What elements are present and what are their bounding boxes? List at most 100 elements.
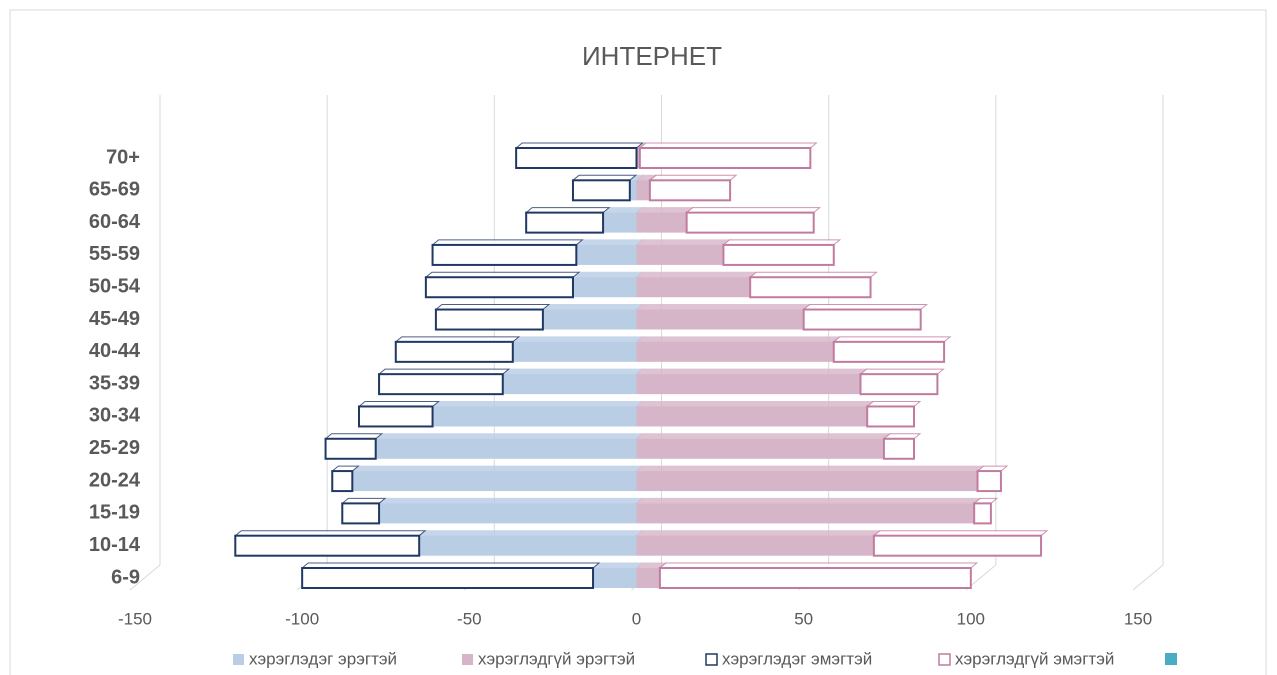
bar	[636, 244, 724, 265]
x-tick-label: 100	[957, 609, 985, 628]
x-tick-label: -150	[118, 609, 152, 628]
y-tick-label: 70+	[106, 146, 140, 168]
bar	[379, 503, 637, 524]
legend-label: хэрэглэдгүй эрэгтэй	[478, 649, 635, 668]
bar	[749, 276, 872, 299]
bar	[525, 211, 605, 234]
bar	[375, 438, 637, 459]
bar	[593, 568, 637, 588]
bar	[648, 179, 732, 202]
bar	[976, 470, 1002, 493]
bar	[685, 211, 815, 234]
bar	[419, 535, 637, 556]
bar	[802, 308, 922, 331]
bar	[502, 374, 637, 395]
x-tick-label: 150	[1124, 609, 1152, 628]
y-tick-label: 35-39	[89, 372, 140, 394]
bar-top	[635, 336, 842, 343]
bar	[432, 406, 637, 427]
bar-top	[635, 400, 875, 407]
x-tick-label: -50	[457, 609, 482, 628]
y-tick-label: 20-24	[89, 469, 141, 491]
bar	[571, 179, 631, 202]
bar	[638, 147, 812, 169]
x-tick-label: -100	[285, 609, 319, 628]
chart-title: ИНТЕРНЕТ	[582, 41, 722, 71]
bar	[424, 276, 574, 299]
bar	[576, 244, 637, 265]
bar-top	[635, 368, 868, 375]
bar-top	[574, 239, 644, 246]
bar	[301, 567, 595, 589]
bar-top	[635, 497, 982, 504]
bar	[542, 309, 637, 330]
bar-top	[635, 530, 882, 537]
bar	[636, 180, 650, 201]
bar-top	[511, 336, 644, 343]
bar	[872, 534, 1043, 557]
bar	[636, 471, 978, 492]
grid-line-depth	[129, 564, 161, 591]
bar	[636, 438, 884, 459]
bar	[636, 568, 660, 588]
legend-swatch	[462, 654, 473, 665]
y-tick-label: 6-9	[111, 566, 140, 588]
y-tick-label: 55-59	[89, 243, 140, 265]
bar	[358, 405, 434, 428]
bar-top	[501, 368, 644, 375]
y-tick-label: 60-64	[89, 211, 141, 233]
bar	[859, 373, 939, 396]
bar-top	[635, 465, 985, 472]
bar-top	[350, 465, 644, 472]
bar-top	[635, 433, 892, 440]
bar-top	[541, 304, 644, 311]
legend-swatch	[705, 653, 718, 666]
bar	[658, 567, 972, 589]
x-tick-label: 50	[794, 609, 813, 628]
bar-top	[635, 207, 695, 214]
legend-label: хэрэглэдэг эрэгтэй	[249, 649, 397, 668]
legend-label: хэрэглэдгүй эмэгтэй	[955, 649, 1114, 668]
bar	[636, 341, 834, 362]
y-tick-label: 10-14	[89, 534, 141, 556]
bar	[512, 341, 637, 362]
bar	[352, 471, 637, 492]
bar	[431, 243, 578, 266]
bar	[636, 277, 751, 298]
bar-top	[374, 433, 644, 440]
bar	[636, 309, 804, 330]
bar	[341, 502, 381, 525]
bar	[515, 147, 638, 169]
bar-top	[635, 304, 812, 311]
bar	[722, 243, 835, 266]
legend-label: хэрэглэдэг эмэгтэй	[722, 649, 872, 668]
bar	[434, 308, 544, 331]
bar-top	[431, 400, 644, 407]
bar	[378, 373, 504, 396]
bar-top	[377, 497, 644, 504]
bar	[636, 503, 975, 524]
bar-top	[417, 530, 644, 537]
bar	[636, 374, 861, 395]
bar	[324, 437, 377, 460]
bar	[636, 535, 874, 556]
grid-line-depth	[1132, 564, 1164, 591]
bar	[234, 534, 421, 557]
bar	[866, 405, 915, 428]
legend-swatch	[1165, 653, 1177, 665]
x-tick-label: 0	[632, 609, 641, 628]
y-tick-label: 65-69	[89, 179, 140, 201]
y-tick-label: 30-34	[89, 405, 141, 427]
bar	[832, 340, 946, 363]
y-tick-label: 45-49	[89, 308, 140, 330]
bar	[331, 470, 354, 493]
bar-top	[635, 239, 731, 246]
bar	[572, 277, 637, 298]
bar-top	[635, 271, 758, 278]
y-tick-label: 15-19	[89, 502, 140, 524]
bar-top	[591, 562, 644, 569]
bar	[603, 212, 637, 233]
legend-swatch	[233, 654, 244, 665]
bar-top	[571, 271, 644, 278]
